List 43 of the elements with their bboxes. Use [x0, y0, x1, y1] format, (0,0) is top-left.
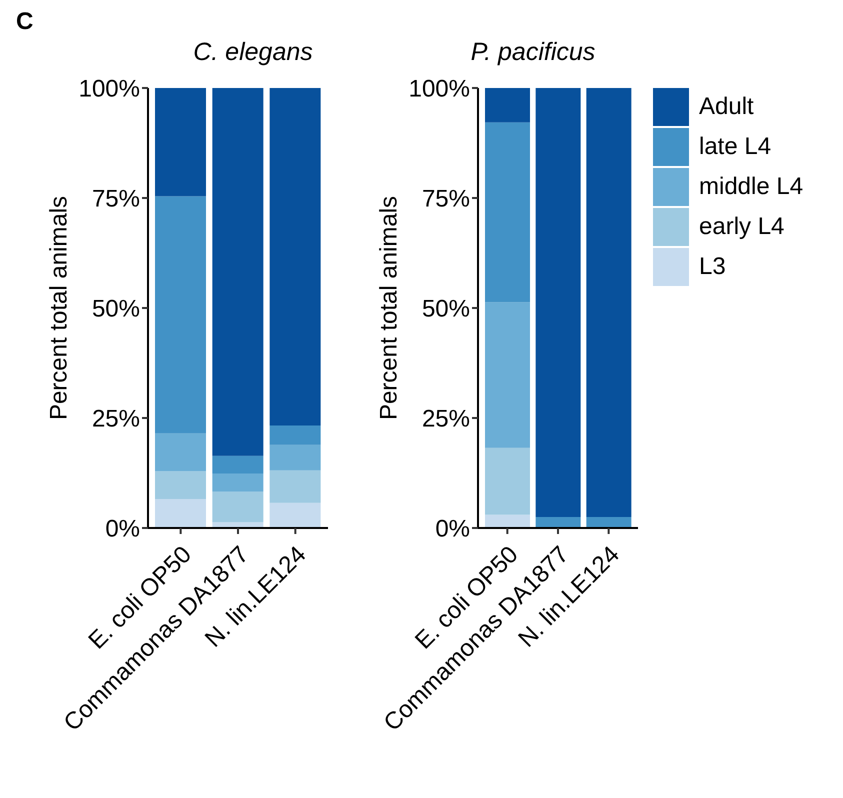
legend-label: L3 — [699, 253, 726, 281]
bar — [270, 444, 321, 470]
bar — [485, 514, 530, 528]
bar — [586, 88, 632, 517]
legend-label: late L4 — [699, 133, 772, 161]
bar — [155, 433, 206, 472]
bar — [485, 302, 530, 448]
text: C — [16, 8, 34, 36]
legend-label: middle L4 — [699, 173, 804, 201]
y-tick-label: 100% — [408, 76, 470, 103]
bar — [586, 517, 632, 528]
y-axis-title: Percent total animals — [376, 196, 403, 420]
bar — [212, 473, 264, 492]
y-tick-label: 75% — [422, 186, 470, 213]
bar — [270, 425, 321, 445]
bar — [485, 122, 530, 302]
bar — [536, 517, 581, 528]
y-tick-label: 25% — [92, 406, 140, 433]
y-tick-label: 0% — [435, 516, 470, 543]
legend-label: early L4 — [699, 213, 784, 241]
bar — [485, 88, 530, 122]
bar — [270, 502, 321, 528]
y-tick-label: 50% — [422, 296, 470, 323]
chart-title: P. pacificus — [470, 38, 596, 67]
chart-title: C. elegans — [192, 38, 314, 67]
y-tick-label: 50% — [92, 296, 140, 323]
y-axis-title: Percent total animals — [46, 196, 73, 420]
y-tick-label: 75% — [92, 186, 140, 213]
bar — [270, 88, 321, 426]
y-tick-label: 100% — [78, 76, 140, 103]
bar — [212, 456, 264, 474]
bar — [212, 88, 264, 456]
bar — [155, 88, 206, 196]
bar — [155, 471, 206, 499]
bar — [212, 491, 264, 522]
bar — [270, 470, 321, 503]
y-tick-label: 0% — [105, 516, 140, 543]
bar — [485, 448, 530, 515]
y-tick-label: 25% — [422, 406, 470, 433]
legend-label: Adult — [699, 93, 754, 121]
bar — [536, 88, 581, 517]
bar — [155, 498, 206, 528]
bar — [155, 196, 206, 434]
